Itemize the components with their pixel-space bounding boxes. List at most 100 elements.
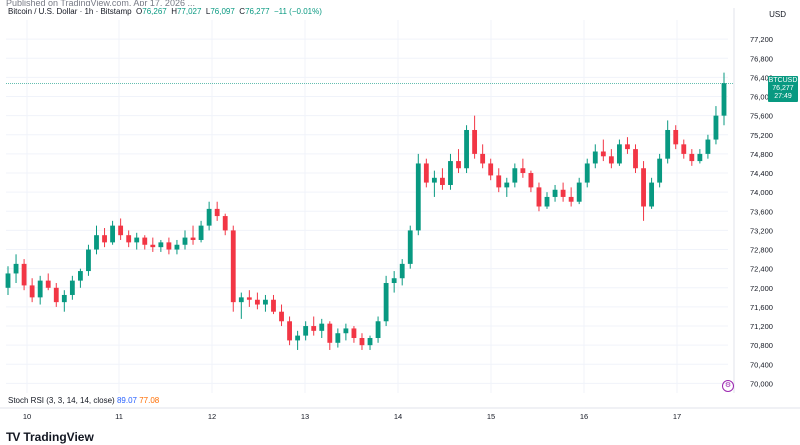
y-tick-label: 70,000 [750,379,773,388]
candle-body [568,196,574,202]
candle-body [657,158,663,183]
brand-name: TradingView [23,430,94,444]
candle-body [375,321,381,339]
candle-body [263,299,268,305]
candle-body [584,163,590,183]
close-label: C [239,7,246,16]
change-value: −11 (−0.01%) [273,7,322,16]
candle-body [303,326,309,336]
y-tick-label: 70,800 [750,341,773,350]
candle-body [174,244,180,250]
candle-body [617,144,622,164]
candle-body [608,156,614,164]
high-label: H [171,7,177,16]
candle-body [689,153,695,162]
candle-body [649,182,655,207]
y-tick-label: 73,600 [750,207,773,216]
y-tick-label: 74,000 [750,188,773,197]
candle-body [134,237,140,243]
candle-body [440,177,445,185]
x-tick-label: 10 [23,412,31,421]
x-tick-label: 12 [208,412,216,421]
candle-body [86,249,91,272]
candle-body [206,208,212,226]
candle-body [504,182,510,188]
y-tick-label: 75,600 [750,112,773,121]
candle-body [230,230,236,303]
candle-body [407,230,413,264]
candle-body [126,235,132,243]
symbol-legend: Bitcoin / U.S. Dollar · 1h · Bitstamp O7… [8,7,322,16]
y-tick-label: 70,400 [750,360,773,369]
y-tick-label: 71,200 [750,322,773,331]
indicator-d: 77.08 [139,396,160,405]
candle-body [142,237,148,245]
candle-body [721,83,727,116]
candle-body [246,297,252,300]
candle-body [600,151,606,157]
y-tick-label: 72,800 [750,246,773,255]
candle-body [335,333,341,343]
indicator-k: 89.07 [116,396,137,405]
candle-body [287,321,292,341]
y-tick-label: 77,200 [750,35,773,44]
currency-label[interactable]: USD [769,10,786,19]
candle-body [5,273,11,288]
candle-body [391,278,397,284]
y-tick-label: 76,800 [750,54,773,63]
candle-body [665,129,671,159]
candle-body [713,115,719,140]
candle-body [13,263,19,274]
y-tick-label: 72,400 [750,265,773,274]
candle-body [528,173,534,188]
candle-body [673,129,679,145]
x-tick-label: 17 [673,412,681,421]
open-value: 76,267 [142,7,167,16]
candle-body [544,196,550,207]
x-tick-label: 15 [487,412,495,421]
candle-body [359,338,365,346]
candle-body [198,225,204,240]
candle-body [110,225,115,243]
x-tick-label: 14 [394,412,402,421]
last-price-badge: BTCUSD 76,277 27:49 [768,76,798,102]
pair-title: Bitcoin / U.S. Dollar · 1h · Bitstamp [8,7,132,16]
y-tick-label: 72,000 [750,284,773,293]
candle-body [37,280,43,298]
candle-body [520,168,526,174]
indicator-name: Stoch RSI (3, 3, 14, 14, close) [8,396,115,405]
candle-body [238,297,244,303]
candle-body [45,280,51,288]
candle-body [279,311,284,322]
candle-body [29,285,35,298]
y-tick-label: 76,400 [750,73,773,82]
candle-body [456,161,461,169]
y-tick-label: 74,400 [750,169,773,178]
candle-body [166,242,172,250]
candle-body [592,151,598,164]
y-tick-label: 73,200 [750,226,773,235]
candle-body [496,175,502,188]
candle-body [327,323,333,343]
low-label: L [205,7,211,16]
candle-body [214,208,220,217]
badge-symbol: BTCUSD [768,77,798,84]
x-tick-label: 13 [301,412,309,421]
candle-body [118,225,124,236]
candle-body [271,299,276,312]
candle-body [536,187,542,207]
low-value: 76,097 [210,7,235,16]
candle-body [641,168,646,207]
tradingview-logo: TV TradingView [6,430,94,444]
high-value: 77,027 [176,7,202,16]
close-value: 76,277 [245,7,270,16]
candle-body [383,283,389,322]
candle-body [705,139,711,154]
candle-body [399,263,405,279]
badge-countdown: 27:49 [774,93,792,100]
candle-body [552,189,558,197]
published-note: Published on TradingView.com, Apr 17, 20… [6,0,195,6]
candle-body [94,235,99,250]
settings-icon[interactable]: ⚙ [722,380,734,392]
